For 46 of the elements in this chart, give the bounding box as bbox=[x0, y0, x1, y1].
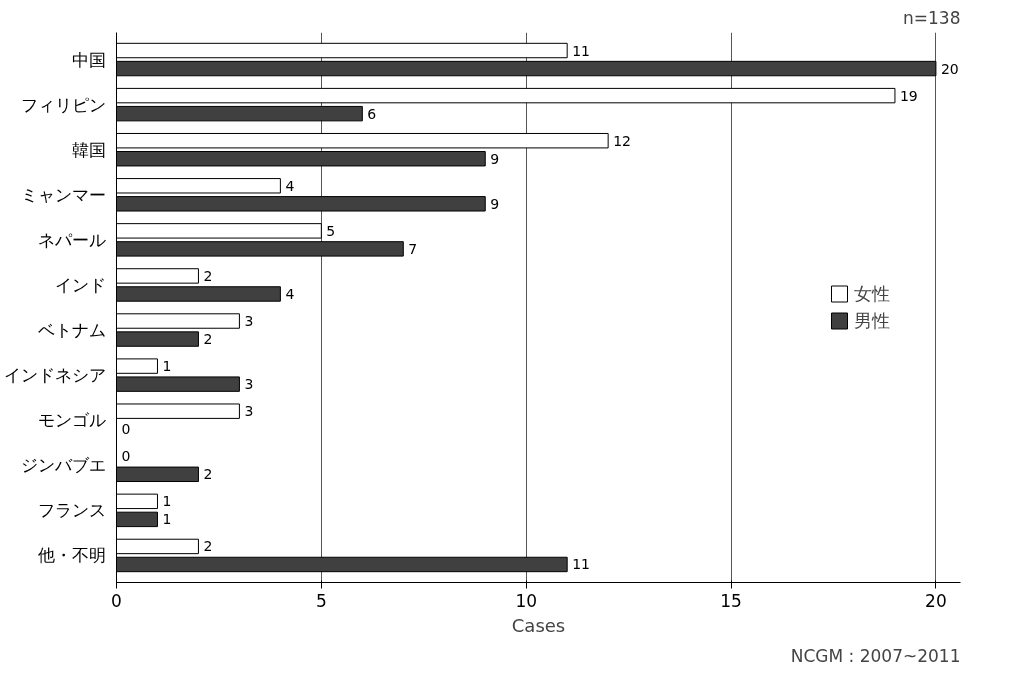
y-tick-label: ベトナム bbox=[37, 320, 106, 341]
text: n=138 bbox=[903, 7, 961, 28]
data-label: 20 bbox=[940, 60, 959, 77]
data-label: 9 bbox=[490, 150, 500, 167]
data-label: 11 bbox=[572, 42, 591, 59]
data-label: 4 bbox=[285, 177, 295, 194]
legend-label: 女性 bbox=[854, 281, 890, 306]
y-tick-label: インド bbox=[54, 274, 106, 295]
data-label: 3 bbox=[244, 313, 254, 330]
data-label: 0 bbox=[121, 448, 131, 465]
data-label: 4 bbox=[285, 285, 295, 302]
y-tick-label: 他・不明 bbox=[37, 545, 106, 566]
data-label: 2 bbox=[203, 466, 213, 483]
data-label: 3 bbox=[244, 403, 254, 420]
data-label: 2 bbox=[203, 267, 213, 284]
y-tick-label: インドネシア bbox=[3, 365, 106, 386]
data-label: 1 bbox=[162, 493, 172, 510]
data-label: 7 bbox=[408, 240, 418, 257]
y-tick-label: フランス bbox=[37, 500, 106, 521]
y-tick-label: 韓国 bbox=[71, 139, 106, 160]
data-label: 12 bbox=[613, 132, 631, 149]
data-label: 3 bbox=[244, 376, 254, 393]
legend-label: 男性 bbox=[854, 308, 890, 333]
y-tick-label: モンゴル bbox=[37, 410, 106, 431]
data-label: 6 bbox=[367, 105, 377, 122]
data-label: 19 bbox=[899, 87, 918, 104]
y-tick-label: ネパール bbox=[37, 229, 106, 250]
y-tick-label: ミャンマー bbox=[20, 184, 106, 205]
x-tick-label: 5 bbox=[315, 590, 327, 611]
data-label: 2 bbox=[203, 538, 213, 555]
data-label: 0 bbox=[121, 421, 131, 438]
data-label: 1 bbox=[162, 511, 172, 528]
x-tick-label: 20 bbox=[925, 590, 947, 611]
y-tick-label: フィリピン bbox=[20, 94, 106, 115]
x-tick-label: 10 bbox=[515, 590, 538, 611]
x-tick-label: 15 bbox=[720, 590, 742, 611]
data-label: 1 bbox=[162, 358, 172, 375]
data-label: 5 bbox=[326, 222, 336, 239]
data-label: 9 bbox=[490, 195, 500, 212]
text: NCGM : 2007~2011 bbox=[790, 645, 961, 666]
x-tick-label: 0 bbox=[111, 590, 122, 611]
y-tick-label: 中国 bbox=[71, 49, 106, 70]
data-label: 11 bbox=[572, 556, 591, 573]
y-tick-label: ジンバブエ bbox=[20, 455, 106, 476]
x-axis-title: Cases bbox=[511, 614, 566, 636]
data-label: 2 bbox=[203, 331, 213, 348]
